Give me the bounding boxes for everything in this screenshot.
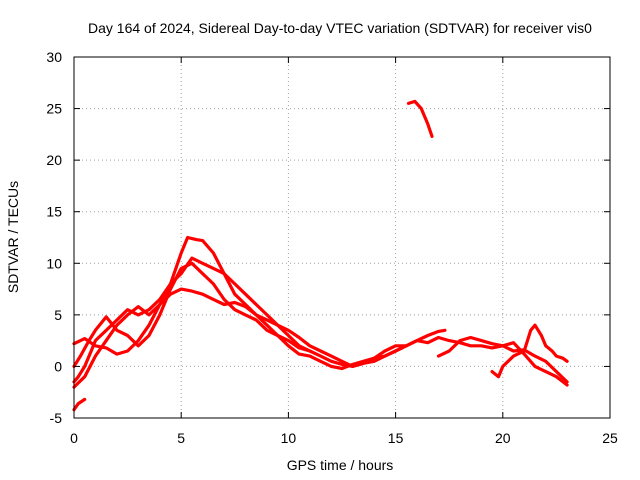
series-line-sat-g xyxy=(490,323,569,379)
x-tick-label: 5 xyxy=(177,430,185,446)
series-line-sat-d xyxy=(72,256,312,384)
y-axis-label: SDTVAR / TECUs xyxy=(5,181,21,293)
series-line-sat-c xyxy=(72,287,408,389)
x-tick-label: 20 xyxy=(495,430,511,446)
grid-lines xyxy=(74,57,610,418)
series-line-sat-f xyxy=(406,99,434,138)
y-tick-label: 25 xyxy=(46,101,62,117)
y-tick-label: 10 xyxy=(46,255,62,271)
tick-labels: 0 5 10 15 20 25 -5 0 5 10 15 20 25 30 xyxy=(46,49,618,446)
data-series xyxy=(72,99,569,412)
x-tick-label: 25 xyxy=(602,430,618,446)
chart-title: Day 164 of 2024, Sidereal Day-to-day VTE… xyxy=(88,20,592,36)
y-tick-label: -5 xyxy=(50,410,63,426)
x-tick-label: 10 xyxy=(281,430,297,446)
y-tick-label: 20 xyxy=(46,152,62,168)
series-line-sat-e xyxy=(72,397,87,412)
y-tick-label: 0 xyxy=(54,358,62,374)
y-tick-label: 5 xyxy=(54,307,62,323)
x-axis-label: GPS time / hours xyxy=(287,457,394,473)
x-tick-label: 0 xyxy=(70,430,78,446)
y-tick-label: 15 xyxy=(46,204,62,220)
series-line-sat-h xyxy=(436,335,569,387)
x-tick-label: 15 xyxy=(388,430,404,446)
plot-frame xyxy=(73,56,611,419)
y-tick-label: 30 xyxy=(46,49,62,65)
